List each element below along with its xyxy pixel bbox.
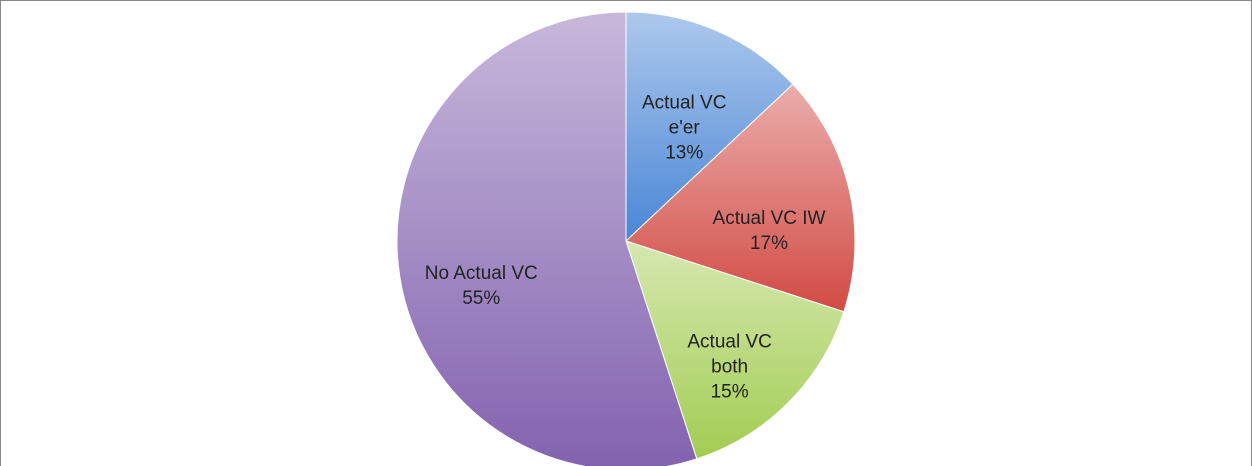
slice-category: Actual VC IW	[712, 208, 826, 230]
data-label: Actual VC both 15%	[671, 329, 789, 404]
slice-category: No Actual VC	[424, 262, 538, 284]
data-label: Actual VC IW 17%	[713, 206, 826, 256]
slice-shade	[625, 11, 794, 243]
slice-category: Actual VC both	[687, 331, 772, 378]
slice-category: Actual VC e'er	[641, 92, 727, 139]
slice-shade	[625, 240, 845, 460]
slice-value: 17%	[749, 233, 789, 255]
slice-value: 13%	[665, 142, 704, 164]
data-label: No Actual VC 55%	[425, 261, 538, 311]
data-label: Actual VC e'er 13%	[625, 91, 743, 166]
slice-value: 55%	[462, 287, 501, 309]
slice-value: 15%	[710, 381, 749, 403]
slice-shade	[625, 83, 856, 313]
